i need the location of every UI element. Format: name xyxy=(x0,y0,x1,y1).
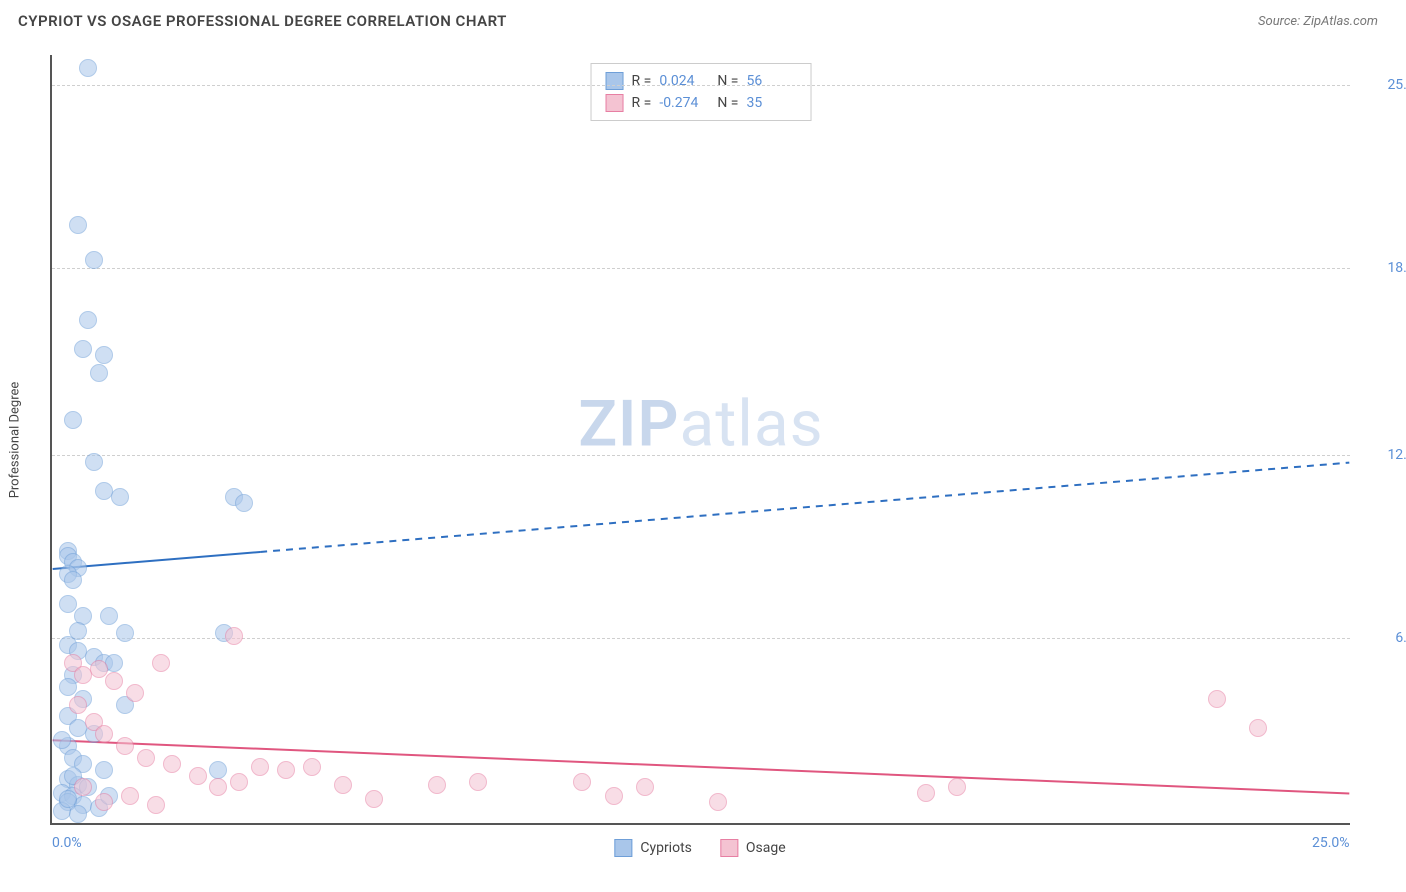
y-axis-label: Professional Degree xyxy=(8,382,23,499)
n-label: N = xyxy=(717,95,738,111)
data-point xyxy=(105,654,123,672)
data-point xyxy=(69,622,87,640)
data-point xyxy=(64,411,82,429)
x-tick-label: 0.0% xyxy=(52,835,82,851)
data-point xyxy=(90,660,108,678)
data-point xyxy=(69,805,87,823)
data-point xyxy=(209,778,227,796)
data-point xyxy=(126,684,144,702)
data-point xyxy=(74,778,92,796)
r-label: R = xyxy=(632,73,652,89)
data-point xyxy=(95,725,113,743)
legend-swatch xyxy=(606,72,624,90)
data-point xyxy=(69,216,87,234)
data-point xyxy=(74,340,92,358)
chart-title: CYPRIOT VS OSAGE PROFESSIONAL DEGREE COR… xyxy=(18,12,507,30)
watermark: ZIPatlas xyxy=(578,386,823,461)
data-point xyxy=(277,761,295,779)
data-point xyxy=(636,778,654,796)
gridline xyxy=(52,455,1350,456)
n-label: N = xyxy=(717,73,738,89)
legend-swatch xyxy=(720,839,738,857)
data-point xyxy=(334,776,352,794)
legend-stats-row: R = 0.024 N = 56 xyxy=(606,70,797,92)
data-point xyxy=(230,773,248,791)
y-tick-label: 12.5% xyxy=(1365,447,1406,463)
trend-lines xyxy=(52,55,1350,823)
data-point xyxy=(105,672,123,690)
gridline xyxy=(52,268,1350,269)
correlation-legend: R = 0.024 N = 56 R = -0.274 N = 35 xyxy=(591,63,812,121)
data-point xyxy=(79,311,97,329)
data-point xyxy=(59,790,77,808)
r-label: R = xyxy=(632,95,652,111)
data-point xyxy=(1249,719,1267,737)
legend-item: Osage xyxy=(720,839,786,857)
chart-header: CYPRIOT VS OSAGE PROFESSIONAL DEGREE COR… xyxy=(0,0,1406,42)
scatter-plot: ZIPatlas R =0.024N =56R =-0.274N =35 6.3… xyxy=(50,55,1350,825)
data-point xyxy=(225,627,243,645)
series-legend: Cypriots Osage xyxy=(614,839,785,857)
data-point xyxy=(469,773,487,791)
data-point xyxy=(152,654,170,672)
data-point xyxy=(95,482,113,500)
data-point xyxy=(709,793,727,811)
legend-swatch xyxy=(606,94,624,112)
data-point xyxy=(69,696,87,714)
data-point xyxy=(235,494,253,512)
data-point xyxy=(64,571,82,589)
data-point xyxy=(147,796,165,814)
data-point xyxy=(917,784,935,802)
trend-line xyxy=(260,463,1349,552)
watermark-atlas: atlas xyxy=(680,386,824,461)
r-value: 0.024 xyxy=(659,73,709,89)
data-point xyxy=(428,776,446,794)
legend-label: Osage xyxy=(746,840,786,856)
data-point xyxy=(948,778,966,796)
data-point xyxy=(189,767,207,785)
data-point xyxy=(59,595,77,613)
data-point xyxy=(90,364,108,382)
y-tick-label: 18.8% xyxy=(1365,260,1406,276)
gridline xyxy=(52,638,1350,639)
data-point xyxy=(573,773,591,791)
n-value: 56 xyxy=(746,73,796,89)
data-point xyxy=(79,59,97,77)
watermark-zip: ZIP xyxy=(578,386,679,461)
data-point xyxy=(121,787,139,805)
y-tick-label: 6.3% xyxy=(1365,630,1406,646)
data-point xyxy=(365,790,383,808)
data-point xyxy=(95,346,113,364)
data-point xyxy=(95,793,113,811)
y-tick-label: 25.0% xyxy=(1365,77,1406,93)
legend-item: Cypriots xyxy=(614,839,692,857)
data-point xyxy=(116,624,134,642)
chart-source: Source: ZipAtlas.com xyxy=(1258,14,1378,29)
data-point xyxy=(53,731,71,749)
data-point xyxy=(1208,690,1226,708)
data-point xyxy=(85,251,103,269)
data-point xyxy=(303,758,321,776)
legend-swatch xyxy=(614,839,632,857)
n-value: 35 xyxy=(746,95,796,111)
data-point xyxy=(95,761,113,779)
data-point xyxy=(59,678,77,696)
data-point xyxy=(163,755,181,773)
r-value: -0.274 xyxy=(659,95,709,111)
data-point xyxy=(209,761,227,779)
chart-area: Professional Degree ZIPatlas R =0.024N =… xyxy=(50,55,1350,825)
gridline xyxy=(52,85,1350,86)
data-point xyxy=(100,607,118,625)
data-point xyxy=(111,488,129,506)
data-point xyxy=(85,453,103,471)
x-tick-label: 25.0% xyxy=(1312,835,1350,851)
legend-label: Cypriots xyxy=(640,840,692,856)
data-point xyxy=(137,749,155,767)
legend-stats-row: R = -0.274 N = 35 xyxy=(606,92,797,114)
data-point xyxy=(605,787,623,805)
data-point xyxy=(251,758,269,776)
data-point xyxy=(116,737,134,755)
